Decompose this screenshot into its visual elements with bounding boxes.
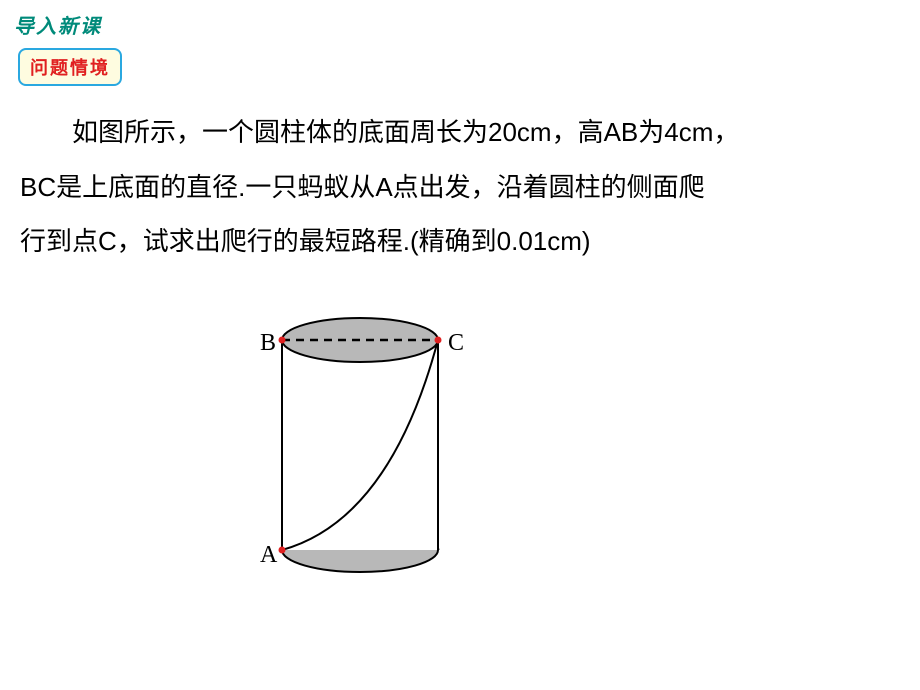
problem-line3: 行到点C，试求出爬行的最短路程.(精确到0.01cm) bbox=[20, 226, 591, 256]
cylinder-diagram: B C A bbox=[210, 290, 510, 660]
situation-box: 问题情境 bbox=[18, 48, 122, 86]
point-a bbox=[279, 547, 286, 554]
cylinder-svg: B C A bbox=[210, 290, 510, 660]
point-c bbox=[435, 337, 442, 344]
problem-text: 如图所示，一个圆柱体的底面周长为20cm，高AB为4cm， BC是上底面的直径.… bbox=[20, 105, 890, 269]
problem-line1: 如图所示，一个圆柱体的底面周长为20cm，高AB为4cm， bbox=[72, 117, 739, 147]
label-a: A bbox=[260, 542, 278, 568]
label-c: C bbox=[448, 330, 464, 356]
page-title: 导入新课 bbox=[14, 10, 102, 39]
problem-line2: BC是上底面的直径.一只蚂蚁从A点出发，沿着圆柱的侧面爬 bbox=[20, 172, 705, 202]
label-b: B bbox=[260, 330, 276, 356]
cylinder-body bbox=[282, 340, 438, 550]
situation-label: 问题情境 bbox=[30, 58, 110, 78]
point-b bbox=[279, 337, 286, 344]
